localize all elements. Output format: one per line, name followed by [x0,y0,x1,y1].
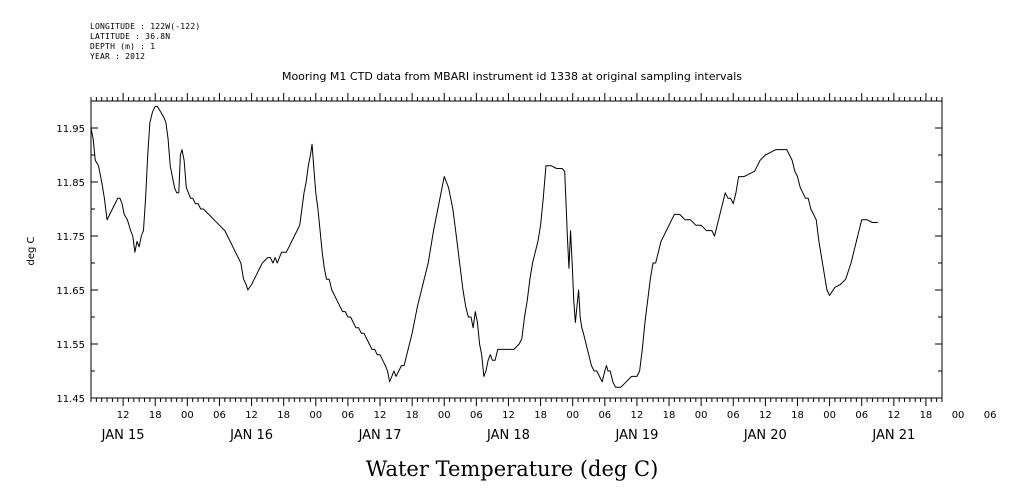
y-tick-label: 11.55 [56,340,85,351]
x-hour-label: 12 [502,410,515,421]
y-tick-label: 11.75 [56,232,85,243]
x-day-label: JAN 20 [743,428,787,443]
x-hour-label: 12 [117,410,130,421]
metadata-block: LONGITUDE : 122W(-122) LATITUDE : 36.8N … [90,22,200,62]
y-tick-label: 11.65 [56,286,85,297]
longitude-label: LONGITUDE : 122W(-122) [90,22,201,31]
x-day-label: JAN 18 [486,428,530,443]
x-day-label: JAN 16 [229,428,273,443]
plot-frame [90,100,943,399]
x-hour-label: 06 [727,410,740,421]
x-hour-label: 06 [213,410,226,421]
x-day-label: JAN 17 [358,428,402,443]
year-label: YEAR : 2012 [90,52,146,61]
x-hour-label: 12 [631,410,644,421]
x-hour-label: 12 [887,410,900,421]
x-hour-label: 00 [309,410,322,421]
x-axis-label: Water Temperature (deg C) [366,457,659,481]
chart-title: Mooring M1 CTD data from MBARI instrumen… [282,70,742,83]
x-hour-label: 18 [277,410,290,421]
x-hour-label: 18 [149,410,162,421]
y-tick-label: 11.45 [56,394,85,405]
x-hour-label: 06 [984,410,997,421]
x-hour-label: 00 [438,410,451,421]
y-axis-label: deg C [26,236,37,265]
x-hour-label: 12 [374,410,387,421]
x-day-label: JAN 19 [614,428,658,443]
x-hour-label: 06 [342,410,355,421]
x-hour-label: 18 [663,410,676,421]
y-tick-label: 11.95 [56,124,85,135]
y-tick-label: 11.85 [56,178,85,189]
x-hour-label: 06 [598,410,611,421]
x-hour-label: 06 [855,410,868,421]
x-hour-label: 00 [181,410,194,421]
x-hour-label: 00 [695,410,708,421]
series-layer [90,105,878,388]
depth-label: DEPTH (m) : 1 [90,42,156,51]
plot-border [90,100,943,399]
temperature-series-line [90,105,878,388]
x-hour-label: 06 [470,410,483,421]
x-day-label: JAN 15 [101,428,145,443]
x-hour-label: 00 [566,410,579,421]
x-hour-label: 18 [791,410,804,421]
x-hour-label: 12 [759,410,772,421]
x-hour-label: 18 [534,410,547,421]
x-hour-label: 12 [245,410,258,421]
x-day-label: JAN 21 [871,428,915,443]
axis-ticks: 11.45 11.55 11.65 11.75 11.85 11.95 12 18 00 06 12… [56,93,997,443]
x-hour-label: 00 [823,410,836,421]
x-hour-label: 18 [406,410,419,421]
x-hour-label: 00 [952,410,965,421]
latitude-label: LATITUDE : 36.8N [90,32,171,41]
x-hour-label: 18 [920,410,933,421]
